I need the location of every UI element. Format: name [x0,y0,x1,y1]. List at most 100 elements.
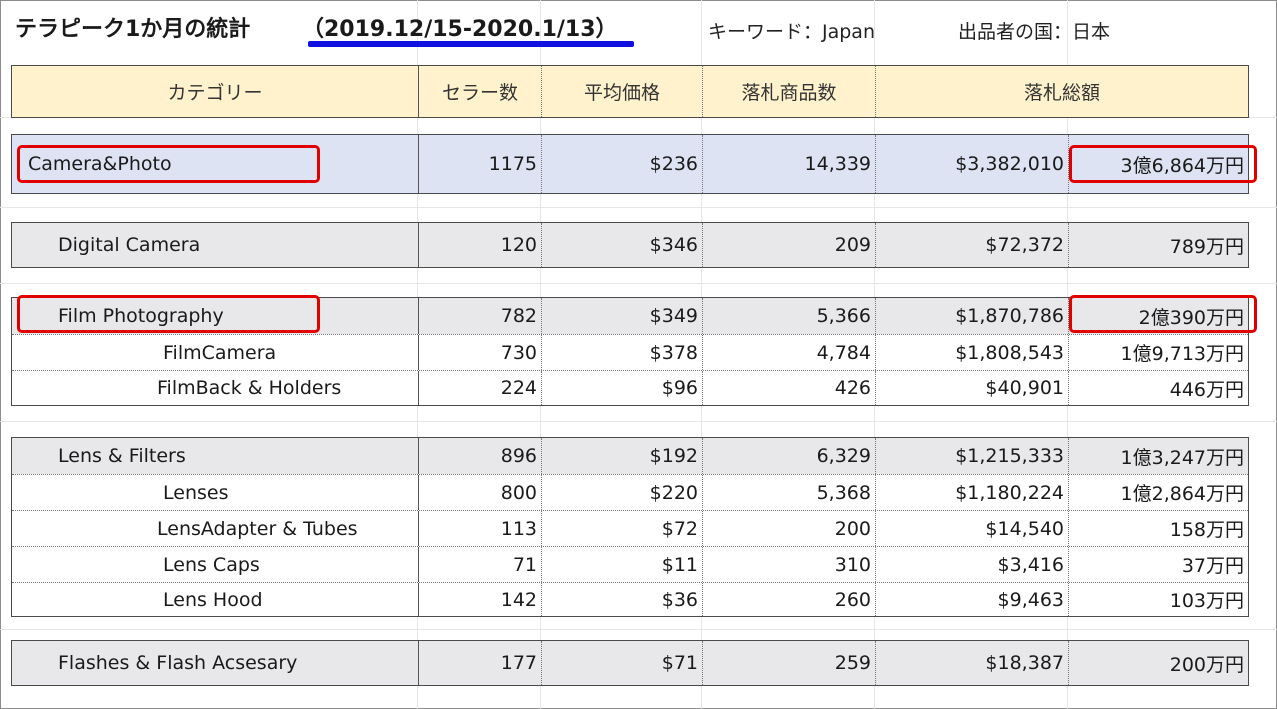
table-row: FilmBack & Holders 224 $96 426 $40,901 4… [12,370,1248,405]
gridline [0,421,1277,422]
header-items-sold: 落札商品数 [702,66,875,117]
items-sold-cell: 5,366 [702,298,875,334]
total-jpy-cell: 1億2,864万円 [1068,475,1248,510]
category-cell: Flashes & Flash Acsesary [58,652,298,674]
gridline [0,283,1277,284]
total-usd-cell: $40,901 [875,371,1068,405]
category-cell: LensAdapter & Tubes [157,517,358,540]
category-cell: Lens Hood [163,588,263,611]
highlight-box-camera-photo [17,145,320,183]
category-cell: Lens Caps [163,553,260,576]
avg-price-cell: $36 [541,583,702,616]
sellers-cell: 177 [418,641,541,685]
table-row: FilmCamera 730 $378 4,784 $1,808,543 1億9… [12,334,1248,370]
avg-price-cell: $349 [541,298,702,334]
category-cell: Lens & Filters [58,445,186,467]
total-jpy-cell: 158万円 [1068,511,1248,546]
items-sold-cell: 426 [702,371,875,405]
table-row: Lens Hood 142 $36 260 $9,463 103万円 [12,582,1248,616]
total-usd-cell: $3,382,010 [875,135,1068,193]
avg-price-cell: $378 [541,335,702,370]
page-title: テラピーク1か月の統計 [15,17,251,42]
avg-price-cell: $192 [541,438,702,474]
sellers-cell: 142 [418,583,541,616]
header-category: カテゴリー [167,82,263,104]
items-sold-cell: 5,368 [702,475,875,510]
total-jpy-cell: 3億6,864万円 [1068,135,1248,193]
avg-price-cell: $71 [541,641,702,685]
gridline [0,207,1277,208]
items-sold-cell: 209 [702,223,875,267]
film-photography-block: Film Photography 782 $349 5,366 $1,870,7… [11,297,1249,406]
digital-camera-block: Digital Camera 120 $346 209 $72,372 789万… [11,222,1249,268]
header-avg-price: 平均価格 [541,66,702,117]
category-cell: FilmCamera [163,341,277,364]
highlight-box-film-photography-total [1069,295,1257,333]
sellers-cell: 1175 [418,135,541,193]
items-sold-cell: 259 [702,641,875,685]
total-usd-cell: $1,870,786 [875,298,1068,334]
items-sold-cell: 14,339 [702,135,875,193]
total-jpy-cell: 1億3,247万円 [1068,438,1248,474]
flashes-block: Flashes & Flash Acsesary 177 $71 259 $18… [11,640,1249,686]
total-usd-cell: $1,215,333 [875,438,1068,474]
total-jpy-cell: 789万円 [1068,223,1248,267]
category-cell: Film Photography [58,305,224,327]
total-usd-cell: $1,180,224 [875,475,1068,510]
total-jpy-cell: 1億9,713万円 [1068,335,1248,370]
total-usd-cell: $1,808,543 [875,335,1068,370]
items-sold-cell: 4,784 [702,335,875,370]
category-cell: Lenses [163,481,229,504]
sellers-cell: 782 [418,298,541,334]
avg-price-cell: $220 [541,475,702,510]
category-cell: Digital Camera [58,234,201,256]
total-usd-cell: $18,387 [875,641,1068,685]
table-row: Flashes & Flash Acsesary 177 $71 259 $18… [12,641,1248,685]
items-sold-cell: 200 [702,511,875,546]
items-sold-cell: 260 [702,583,875,616]
total-usd-cell: $9,463 [875,583,1068,616]
highlight-box-film-photography [17,295,320,333]
items-sold-cell: 310 [702,547,875,582]
highlight-box-camera-photo-total [1069,145,1257,183]
sellers-cell: 800 [418,475,541,510]
sellers-cell: 113 [418,511,541,546]
total-jpy-cell: 200万円 [1068,641,1248,685]
header-total: 落札総額 [875,66,1248,117]
total-usd-cell: $72,372 [875,223,1068,267]
sellers-cell: 120 [418,223,541,267]
table-row: Camera&Photo 1175 $236 14,339 $3,382,010… [12,135,1248,193]
sellers-cell: 730 [418,335,541,370]
category-cell: FilmBack & Holders [157,377,342,399]
total-jpy-cell: 446万円 [1068,371,1248,405]
avg-price-cell: $236 [541,135,702,193]
avg-price-cell: $72 [541,511,702,546]
total-jpy-cell: 103万円 [1068,583,1248,616]
table-row: Lenses 800 $220 5,368 $1,180,224 1億2,864… [12,474,1248,510]
seller-country-label: 出品者の国：日本 [958,21,1111,43]
avg-price-cell: $11 [541,547,702,582]
sellers-cell: 71 [418,547,541,582]
table-row: Film Photography 782 $349 5,366 $1,870,7… [12,298,1248,334]
total-usd-cell: $3,416 [875,547,1068,582]
table-row: LensAdapter & Tubes 113 $72 200 $14,540 … [12,510,1248,546]
gridline [0,629,1277,630]
table-row: Lens Caps 71 $11 310 $3,416 37万円 [12,546,1248,582]
avg-price-cell: $346 [541,223,702,267]
total-jpy-cell: 2億390万円 [1068,298,1248,334]
total-jpy-cell: 37万円 [1068,547,1248,582]
header-sellers: セラー数 [418,66,541,117]
period-underline [308,41,634,47]
lens-filters-block: Lens & Filters 896 $192 6,329 $1,215,333… [11,437,1249,617]
sellers-cell: 224 [418,371,541,405]
sellers-cell: 896 [418,438,541,474]
period-label: （2019.12/15-2020.1/13） [302,17,618,42]
category-cell: Camera&Photo [28,153,172,175]
keyword-label: キーワード：Japan [708,21,875,43]
avg-price-cell: $96 [541,371,702,405]
table-header: カテゴリー セラー数 平均価格 落札商品数 落札総額 [11,65,1249,118]
total-usd-cell: $14,540 [875,511,1068,546]
table-row: Digital Camera 120 $346 209 $72,372 789万… [12,223,1248,267]
table-row: Lens & Filters 896 $192 6,329 $1,215,333… [12,438,1248,474]
camera-photo-block: Camera&Photo 1175 $236 14,339 $3,382,010… [11,134,1249,194]
